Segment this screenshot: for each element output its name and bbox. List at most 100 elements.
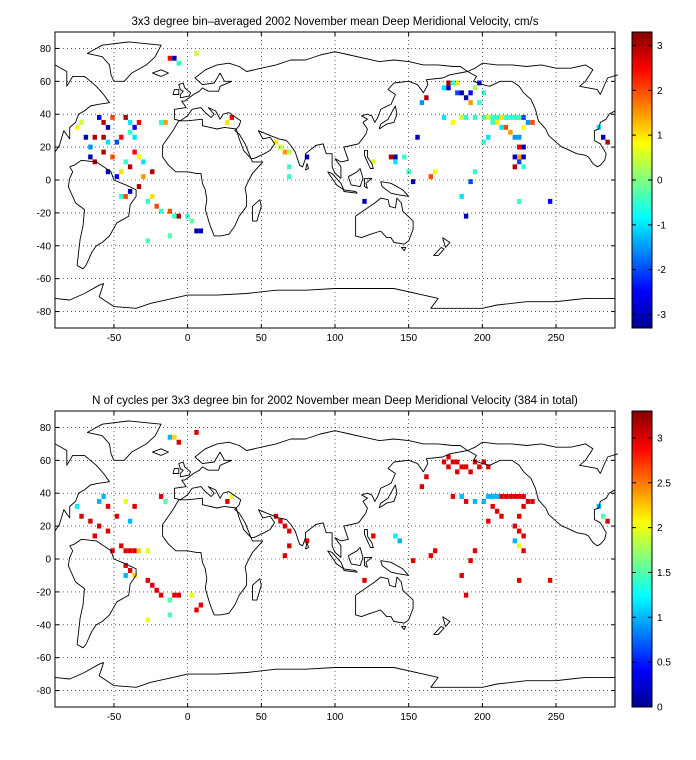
data-cell bbox=[486, 464, 491, 470]
data-cell bbox=[172, 213, 177, 219]
data-cell bbox=[163, 120, 168, 125]
data-cell bbox=[119, 134, 124, 140]
data-cell bbox=[114, 139, 120, 145]
data-cell bbox=[304, 154, 310, 160]
data-cell bbox=[88, 154, 93, 160]
data-cell bbox=[455, 459, 460, 465]
data-cell bbox=[490, 494, 495, 499]
coastline-segment bbox=[86, 41, 162, 82]
data-cell bbox=[525, 499, 531, 504]
data-cell bbox=[127, 129, 133, 135]
data-cell bbox=[547, 198, 553, 204]
data-cell bbox=[150, 194, 155, 199]
data-cell bbox=[194, 228, 199, 234]
data-cell bbox=[477, 464, 482, 470]
data-cell bbox=[472, 115, 478, 120]
data-cell bbox=[486, 494, 491, 499]
data-cell bbox=[229, 115, 234, 120]
data-cell bbox=[459, 90, 464, 96]
data-cell bbox=[119, 194, 124, 199]
coastline-segment bbox=[442, 237, 451, 248]
data-cell bbox=[176, 439, 181, 445]
data-cell bbox=[127, 548, 133, 554]
data-cell bbox=[481, 115, 486, 120]
data-cell bbox=[74, 503, 80, 509]
data-cell bbox=[419, 100, 425, 106]
colorbar-tick-label: 1 bbox=[657, 131, 663, 142]
data-cell bbox=[167, 208, 173, 214]
data-cell bbox=[110, 115, 115, 120]
data-cell bbox=[105, 528, 111, 534]
data-cell bbox=[508, 115, 513, 120]
data-cell bbox=[450, 80, 456, 86]
data-cell bbox=[287, 528, 292, 534]
data-cell bbox=[521, 494, 526, 499]
data-cell bbox=[97, 499, 102, 504]
data-cell bbox=[287, 174, 292, 180]
data-cell bbox=[114, 513, 120, 519]
data-cell bbox=[406, 169, 411, 175]
data-cell bbox=[517, 494, 522, 499]
data-cell bbox=[424, 474, 429, 480]
data-cell bbox=[415, 134, 420, 140]
data-cell bbox=[463, 115, 469, 120]
y-tick-label: -40 bbox=[37, 620, 52, 631]
coastline-segment bbox=[54, 662, 615, 688]
data-cell bbox=[163, 499, 168, 504]
data-cell bbox=[433, 169, 438, 175]
heat-cells-bottom bbox=[74, 429, 610, 623]
colorbar-ramp-bottom bbox=[631, 410, 653, 708]
data-cell bbox=[189, 592, 195, 598]
data-cell bbox=[441, 115, 447, 120]
y-tick-label: -80 bbox=[37, 307, 52, 318]
data-cell bbox=[123, 499, 128, 504]
data-cell bbox=[150, 169, 155, 175]
data-cell bbox=[132, 134, 137, 140]
data-cell bbox=[158, 120, 164, 125]
coastline-segment bbox=[467, 450, 616, 547]
data-cell bbox=[158, 494, 164, 499]
coastline-segment bbox=[347, 547, 364, 567]
y-tick-label: -20 bbox=[37, 208, 52, 219]
data-cell bbox=[468, 90, 473, 96]
colorbar-ticks-top: -3 -2 -1 0 1 2 3 bbox=[632, 41, 666, 321]
y-tick-label: 80 bbox=[40, 44, 52, 55]
data-cell bbox=[450, 494, 456, 499]
data-cell bbox=[419, 484, 425, 490]
coastline-segment bbox=[380, 181, 410, 197]
data-cell bbox=[512, 164, 517, 170]
data-cell bbox=[123, 194, 128, 199]
coastline-bottom bbox=[54, 420, 619, 688]
data-cell bbox=[287, 149, 292, 155]
data-cell bbox=[521, 548, 526, 554]
data-cell bbox=[393, 154, 398, 160]
data-cell bbox=[88, 144, 93, 150]
data-cell bbox=[225, 499, 230, 504]
data-cell bbox=[472, 499, 478, 504]
data-cell bbox=[517, 513, 522, 519]
axis-ticks-top: -50 0 50 100 150 200 250 -80 -60 -40 -20 0 20 40 60 80 bbox=[37, 32, 615, 344]
x-tick-label: 50 bbox=[256, 333, 268, 344]
coastline-segment bbox=[54, 283, 615, 309]
data-cell bbox=[402, 154, 407, 160]
axis-ticks-bottom: -50 0 50 100 150 200 250 -80 -60 -40 -20 0 20 40 60 80 bbox=[37, 411, 615, 723]
data-cell bbox=[278, 518, 283, 524]
data-cell bbox=[521, 164, 526, 170]
coastline-segment bbox=[400, 625, 407, 631]
data-cell bbox=[605, 518, 610, 524]
y-tick-label: 80 bbox=[40, 423, 52, 434]
data-cell bbox=[459, 194, 464, 199]
data-cell bbox=[450, 120, 456, 125]
data-cell bbox=[463, 499, 469, 504]
data-cell bbox=[472, 459, 478, 465]
data-cell bbox=[472, 85, 478, 91]
data-cell bbox=[459, 464, 464, 470]
data-cell bbox=[512, 538, 517, 544]
data-cell bbox=[141, 159, 146, 165]
data-cell bbox=[194, 50, 199, 56]
data-cell bbox=[105, 139, 111, 145]
data-cell bbox=[450, 459, 456, 465]
data-cell bbox=[101, 149, 106, 155]
data-cell bbox=[468, 100, 473, 106]
